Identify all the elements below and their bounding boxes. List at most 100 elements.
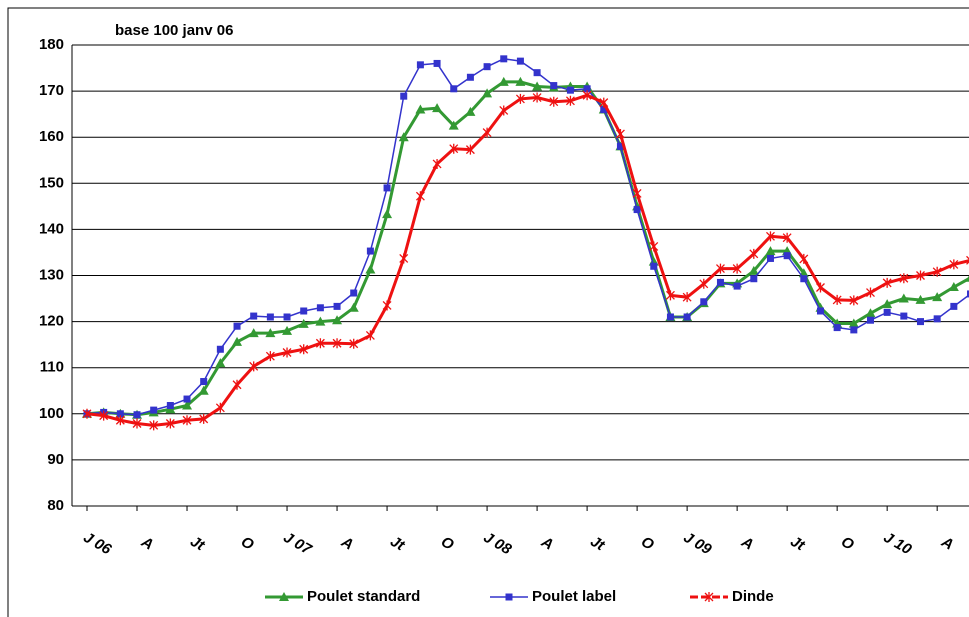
marker bbox=[282, 347, 292, 358]
marker bbox=[665, 290, 675, 301]
marker bbox=[416, 61, 424, 69]
marker bbox=[398, 132, 409, 142]
marker bbox=[265, 328, 276, 338]
marker bbox=[549, 96, 559, 107]
legend-label: Poulet label bbox=[532, 588, 616, 605]
marker bbox=[149, 420, 159, 431]
marker bbox=[966, 255, 969, 265]
y-tick-label: 160 bbox=[39, 128, 64, 145]
marker bbox=[516, 57, 524, 65]
marker bbox=[265, 351, 275, 362]
marker bbox=[666, 313, 674, 321]
marker bbox=[432, 158, 442, 169]
x-tick-label: Jt bbox=[387, 533, 408, 555]
marker bbox=[933, 315, 941, 323]
marker bbox=[750, 275, 758, 283]
x-tick-label: A bbox=[738, 533, 757, 554]
marker bbox=[948, 282, 959, 292]
marker bbox=[917, 318, 924, 326]
marker bbox=[450, 85, 458, 93]
marker bbox=[866, 316, 874, 324]
legend-label: Dinde bbox=[732, 588, 774, 605]
marker bbox=[266, 313, 274, 321]
marker bbox=[765, 246, 776, 256]
marker bbox=[332, 338, 342, 349]
marker bbox=[465, 144, 475, 155]
y-tick-label: 180 bbox=[39, 36, 64, 53]
marker bbox=[316, 304, 324, 312]
marker bbox=[532, 81, 543, 91]
marker bbox=[967, 290, 969, 298]
series-line bbox=[86, 93, 969, 427]
marker bbox=[133, 411, 141, 419]
marker bbox=[716, 278, 724, 286]
y-tick-label: 90 bbox=[47, 451, 64, 468]
marker bbox=[300, 307, 308, 315]
marker bbox=[850, 326, 858, 334]
marker bbox=[350, 289, 358, 297]
marker bbox=[448, 120, 459, 130]
y-tick-label: 100 bbox=[39, 405, 64, 422]
x-tick-label: J 09 bbox=[680, 529, 714, 559]
legend-label: Poulet standard bbox=[307, 588, 420, 605]
x-tick-label: Jt bbox=[587, 533, 608, 555]
marker bbox=[200, 378, 208, 386]
marker bbox=[198, 385, 209, 395]
marker bbox=[482, 88, 493, 98]
marker bbox=[366, 247, 374, 255]
marker bbox=[532, 92, 542, 103]
marker bbox=[932, 266, 942, 277]
x-tick-label: Jt bbox=[787, 533, 808, 555]
marker bbox=[399, 253, 409, 264]
marker bbox=[315, 316, 326, 326]
x-tick-label: J 07 bbox=[280, 529, 314, 559]
marker bbox=[833, 324, 841, 332]
marker bbox=[550, 82, 558, 90]
marker bbox=[816, 282, 825, 293]
marker bbox=[365, 330, 375, 341]
x-tick-label: O bbox=[638, 533, 657, 554]
marker bbox=[682, 292, 692, 303]
marker bbox=[748, 265, 759, 275]
marker bbox=[282, 325, 293, 335]
marker bbox=[432, 103, 443, 113]
marker bbox=[150, 406, 158, 414]
marker bbox=[782, 232, 792, 243]
marker bbox=[849, 295, 859, 306]
marker bbox=[315, 338, 325, 349]
marker bbox=[498, 76, 509, 86]
x-tick-label: O bbox=[838, 533, 857, 554]
marker bbox=[683, 313, 691, 321]
x-tick-label: Jt bbox=[187, 533, 208, 555]
marker bbox=[298, 318, 309, 328]
y-tick-label: 120 bbox=[39, 313, 64, 330]
marker bbox=[865, 308, 876, 318]
marker bbox=[916, 270, 925, 281]
chart-title: base 100 janv 06 bbox=[115, 22, 233, 39]
x-tick-label: J 08 bbox=[480, 529, 514, 559]
marker bbox=[332, 315, 343, 325]
marker bbox=[700, 298, 708, 306]
marker bbox=[632, 188, 642, 199]
marker bbox=[82, 408, 92, 419]
marker bbox=[449, 143, 459, 154]
marker bbox=[415, 104, 426, 114]
marker bbox=[333, 302, 341, 310]
marker bbox=[650, 262, 658, 270]
y-tick-label: 110 bbox=[40, 359, 64, 376]
y-tick-label: 130 bbox=[39, 266, 64, 283]
marker bbox=[232, 336, 243, 346]
marker bbox=[533, 69, 541, 77]
marker bbox=[883, 308, 891, 316]
marker bbox=[600, 106, 608, 114]
marker bbox=[716, 263, 725, 274]
marker bbox=[415, 191, 425, 202]
marker bbox=[816, 307, 824, 315]
x-tick-label: A bbox=[938, 533, 957, 554]
marker bbox=[115, 415, 125, 426]
marker bbox=[183, 395, 191, 403]
marker bbox=[599, 97, 609, 108]
marker bbox=[900, 312, 908, 320]
marker bbox=[400, 92, 408, 100]
marker bbox=[499, 105, 509, 116]
